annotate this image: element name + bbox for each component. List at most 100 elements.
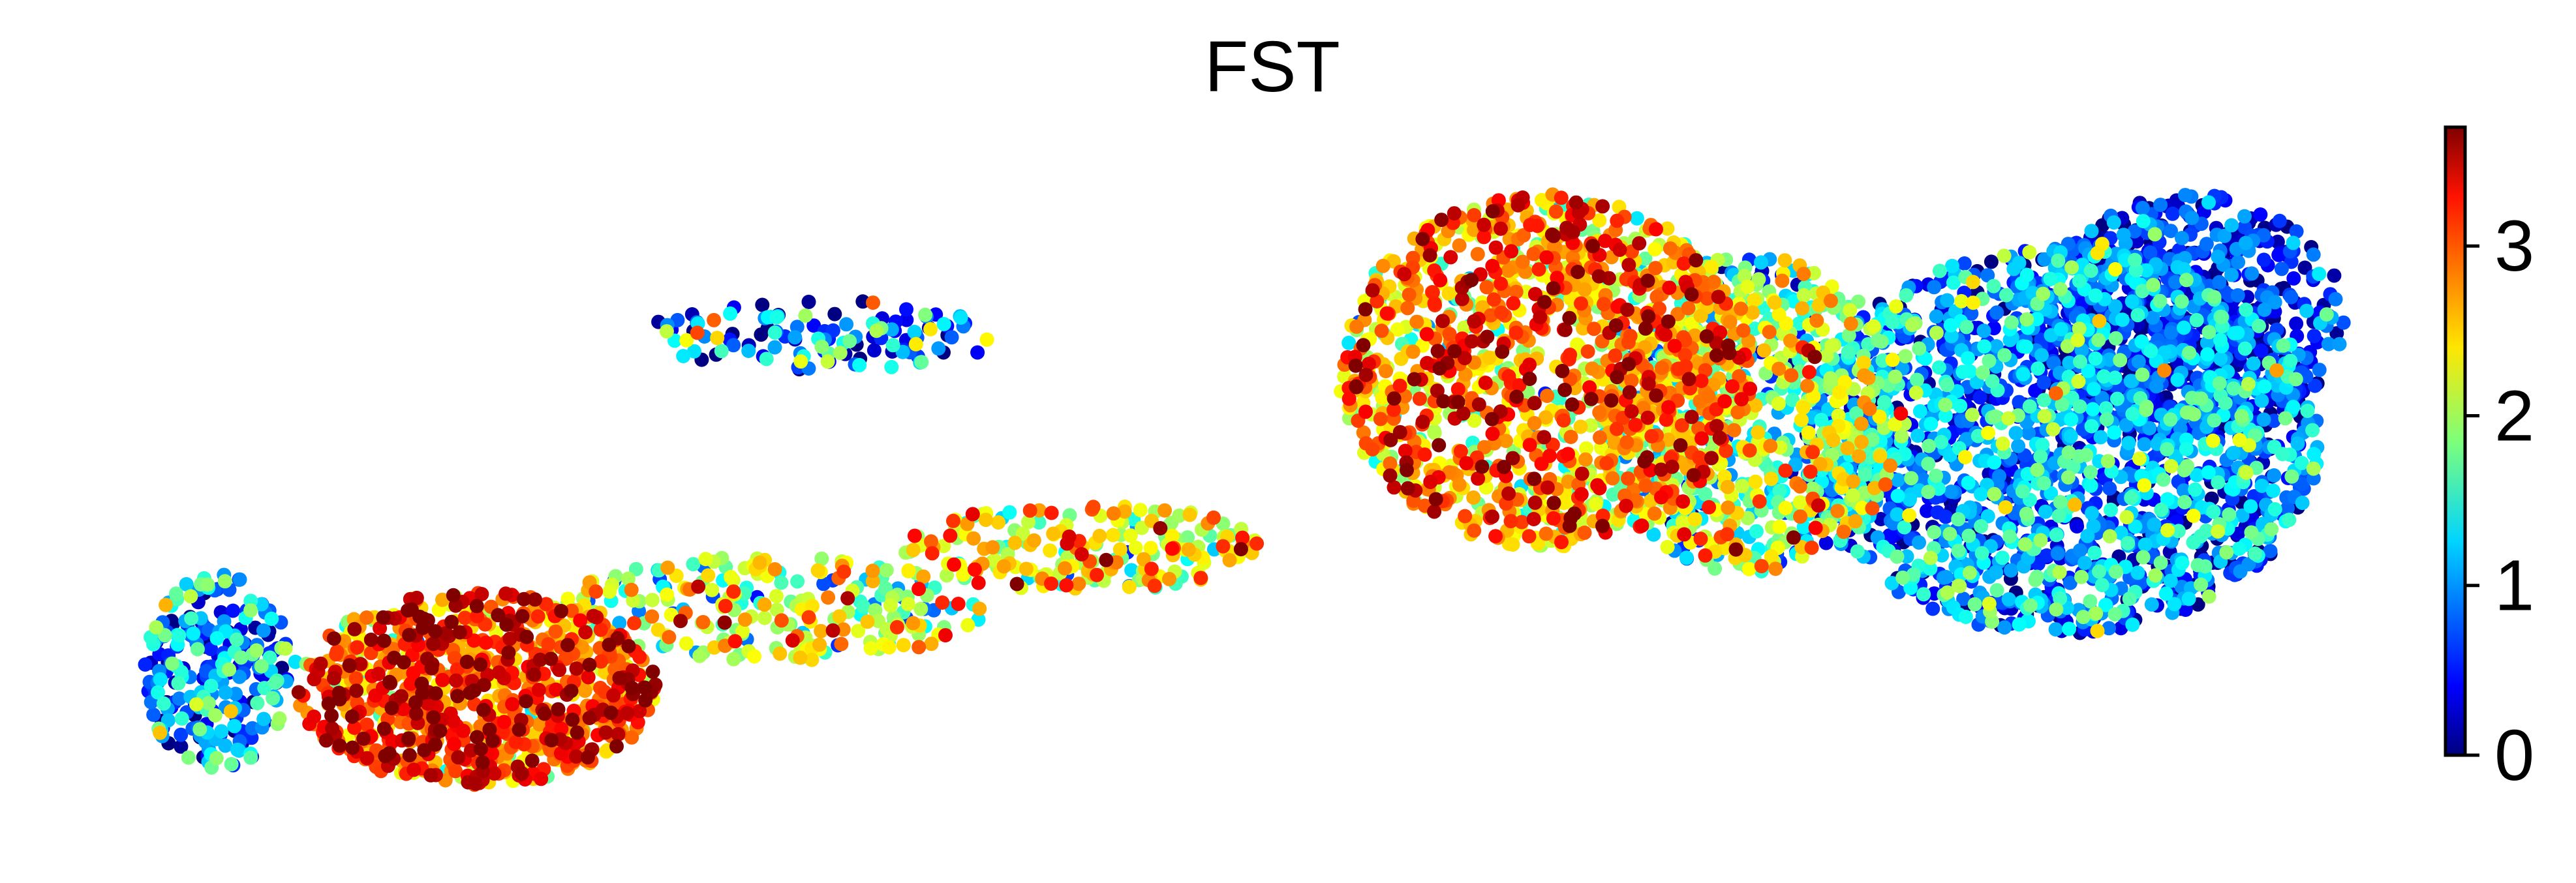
scatter-point [2165,206,2180,221]
scatter-point [1748,474,1763,489]
scatter-point [701,568,716,583]
scatter-point [1895,570,1910,585]
scatter-point [660,560,675,575]
scatter-point [2201,195,2216,210]
scatter-point [759,352,774,367]
scatter-point [249,643,264,658]
scatter-point [1945,258,1959,273]
scatter-point [1856,355,1871,370]
scatter-point [979,332,994,347]
scatter-point [1771,397,1786,411]
scatter-point [1955,365,1970,380]
scatter-point [2300,404,2315,418]
scatter-point [2269,363,2284,378]
scatter-point [2205,433,2220,448]
scatter-point [2113,353,2128,368]
scatter-point [2264,522,2279,537]
scatter-point [1660,539,1675,554]
scatter-point [2312,267,2327,282]
scatter-point [2023,598,2038,613]
scatter-point [2049,602,2064,617]
scatter-point [2274,262,2289,277]
scatter-point [2186,407,2201,422]
scatter-point [2088,351,2103,366]
scatter-point [1999,288,2014,303]
scatter-point [1961,351,1976,366]
scatter-point [1921,485,1936,500]
scatter-point [2022,245,2037,260]
scatter-point [2232,432,2247,447]
scatter-point [230,742,245,757]
scatter-point [1704,260,1719,275]
scatter-point [2284,469,2299,484]
scatter-point [899,302,913,317]
scatter-point [1916,587,1931,602]
scatter-point [2090,246,2105,260]
scatter-point [174,739,189,754]
scatter-point [1987,486,2002,501]
scatter-point [2046,422,2061,437]
scatter-point [936,317,951,331]
scatter-point [1818,535,1833,550]
scatter-point [223,704,238,719]
scatter-point [2190,558,2205,573]
scatter-point [2149,379,2164,394]
scatter-point [138,657,153,672]
scatter-point [2019,339,2034,354]
scatter-point [1924,417,1939,431]
scatter-point [256,711,271,726]
scatter-point [660,587,675,602]
scatter-point [1959,320,1974,335]
scatter-point [1961,528,1976,543]
scatter-point [1105,528,1120,543]
scatter-point [2090,623,2105,638]
scatter-point [1965,408,1980,423]
scatter-point [2237,341,2252,356]
scatter-point [207,708,222,723]
scatter-point [186,626,201,641]
scatter-point [1920,503,1934,518]
scatter-point [1133,503,1148,518]
scatter-point [1846,474,1861,489]
scatter-point [2132,451,2147,466]
scatter-point [1824,338,1839,353]
scatter-point [2306,247,2321,262]
scatter-point [767,340,782,355]
scatter-point [806,318,821,333]
scatter-point [2158,586,2173,601]
scatter-point [2154,502,2169,517]
scatter-point [2124,490,2139,505]
scatter-point [1852,449,1866,464]
scatter-point [1953,398,1968,413]
scatter-point [2164,325,2179,340]
scatter-point [2207,413,2222,428]
scatter-point [645,593,660,608]
scatter-point [1866,319,1881,334]
scatter-point [1679,550,1694,565]
scatter-point [913,601,928,616]
scatter-point [820,354,835,369]
scatter-point [184,611,199,626]
scatter-point [272,711,287,726]
scatter-point [2136,550,2151,565]
scatter-point [1939,509,1953,524]
scatter-point [1764,471,1779,486]
scatter-point [724,569,738,584]
scatter-point [906,543,921,558]
scatter-point [2084,419,2099,434]
scatter-point [2146,278,2160,292]
scatter-point [2064,260,2079,275]
scatter-point [2305,423,2320,438]
scatter-point [174,727,189,742]
scatter-point [2253,207,2268,222]
scatter-point [2263,544,2278,558]
scatter-point [2011,438,2026,453]
scatter-point [801,294,816,309]
scatter-point [264,611,279,626]
scatter-point [2064,412,2079,427]
scatter-point [2033,533,2048,548]
scatter-point [1123,528,1138,543]
scatter-point [2175,556,2190,571]
scatter-point [1826,433,1841,448]
scatter-point [2124,294,2139,309]
